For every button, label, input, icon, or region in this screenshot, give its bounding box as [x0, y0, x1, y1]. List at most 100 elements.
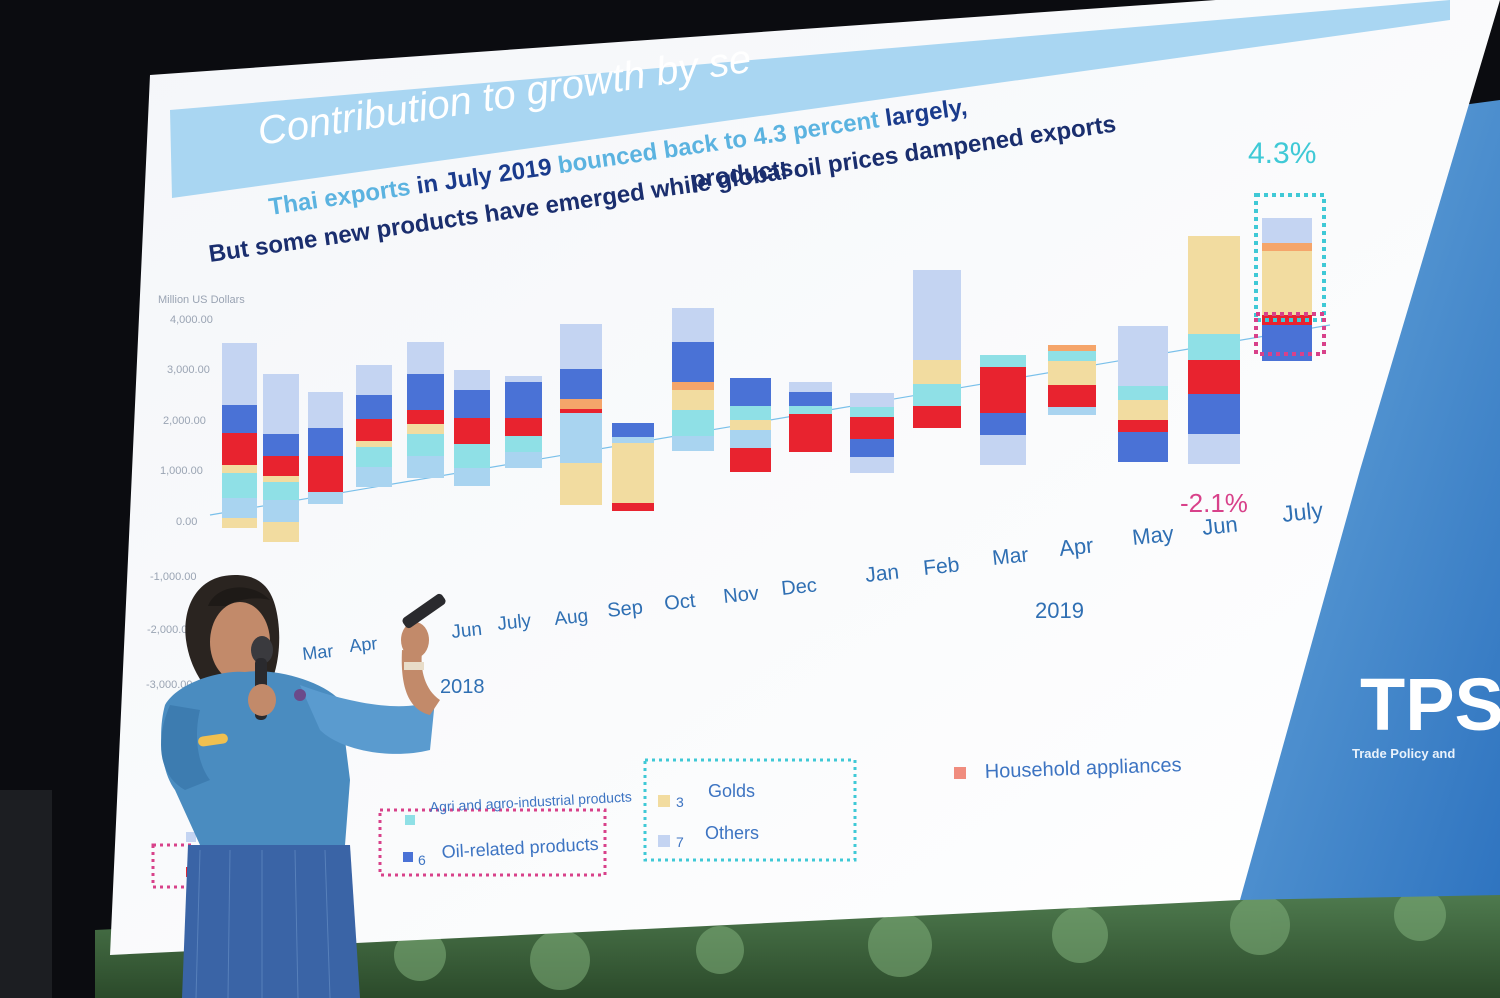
x-axis-labels: Mar Apr Jun July Aug Sep Oct Nov Dec Jan Feb Mar Apr… [301, 497, 1324, 664]
x-tick-label: Jun [1201, 511, 1239, 540]
stage-prop [0, 790, 52, 998]
x-tick-label: Jun [450, 619, 483, 643]
bar-segment [672, 342, 714, 382]
legend-swatch-oil [403, 852, 413, 862]
bar-segment [1262, 243, 1312, 251]
bar-segment [730, 430, 771, 448]
bar-segment [222, 343, 257, 405]
tps-logo: TPS [1360, 663, 1500, 746]
x-tick-label: May [1131, 521, 1175, 550]
x-tick-label: Dec [780, 574, 818, 600]
bar-segment [1118, 386, 1168, 400]
bar-segment [407, 456, 444, 478]
bar-segment [263, 522, 299, 542]
bar-segment [222, 473, 257, 498]
bar-segment [730, 420, 771, 430]
bar-segment [454, 418, 490, 444]
projection-screen [110, 0, 1500, 955]
bar-segment [505, 382, 542, 418]
bar-segment [980, 413, 1026, 435]
bar-segment [454, 390, 490, 418]
bar-segment [505, 376, 542, 382]
y-tick-label: -2,000.00 [147, 624, 193, 636]
bar-segment [1188, 236, 1240, 334]
bar-segment [1188, 360, 1240, 394]
bar-segment [672, 410, 714, 436]
legend-red-box [151, 843, 195, 889]
x-tick-label: Sep [606, 596, 644, 622]
bar-segment [308, 492, 343, 504]
legend-prefix-golds: 3 [676, 794, 684, 810]
bar-segment [612, 503, 654, 511]
bar-segment [263, 482, 299, 500]
y-axis-ticks: 4,000.00 3,000.00 2,000.00 1,000.00 0.00 -1,0… [146, 314, 213, 691]
x-tick-label: Aug [553, 606, 589, 630]
bar-segment [263, 500, 299, 522]
bar-segment [505, 452, 542, 468]
bar-segment [980, 435, 1026, 465]
legend-prefix-oil: 6 [418, 852, 426, 868]
bar-segment [1188, 434, 1240, 464]
bar-segment [263, 476, 299, 482]
bar-segment [672, 436, 714, 451]
bar-segment [356, 441, 392, 447]
bar-segment [222, 498, 257, 518]
legend-label-golds: Golds [708, 781, 755, 801]
speaker [161, 575, 446, 998]
bar-segment [913, 360, 961, 384]
y-tick-label: 2,000.00 [163, 415, 206, 427]
year-label-2019: 2019 [1035, 598, 1084, 623]
x-tick-label: Apr [1058, 533, 1095, 561]
x-tick-label: Apr [348, 633, 378, 656]
bar-segment [913, 270, 961, 360]
bar-segment [672, 382, 714, 390]
bar-segment [222, 405, 257, 433]
bar-segment [407, 342, 444, 374]
bar-segment [1262, 218, 1312, 243]
x-tick-label: Mar [301, 641, 334, 664]
logo-panel [1240, 100, 1500, 900]
bar-segment [356, 467, 392, 487]
bar-segment [222, 433, 257, 465]
bar-segment [505, 436, 542, 452]
x-tick-label: Feb [922, 553, 960, 580]
growth-annotation-june: -2.1% [1180, 488, 1248, 518]
bar-segment [560, 413, 602, 463]
bar-segment [356, 365, 392, 395]
bar-segment [612, 437, 654, 443]
bar-segment [308, 392, 343, 428]
legend-prefix-others: 7 [676, 834, 684, 850]
bar-segment [850, 407, 894, 417]
bar-segment [980, 355, 1026, 367]
y-axis-label: Million US Dollars [158, 294, 245, 306]
bar-segment [560, 463, 602, 505]
bar-segment [560, 324, 602, 369]
bar-segment [789, 414, 832, 452]
bar-segment [505, 418, 542, 436]
bar-segment [1118, 432, 1168, 462]
bar-segment [560, 369, 602, 399]
y-tick-label: 1,000.00 [160, 465, 203, 477]
bar-segment [407, 424, 444, 434]
bar-segment [1188, 394, 1240, 434]
bar-segment [1188, 334, 1240, 360]
bar-segment [308, 456, 343, 492]
bar-segment [1118, 420, 1168, 432]
bar-segment [850, 417, 894, 439]
bar-segment [1262, 315, 1312, 325]
bar-segment [1262, 251, 1312, 315]
bar-segment [454, 444, 490, 468]
bar-segment [1048, 345, 1096, 351]
bar-segment [672, 390, 714, 410]
bar-segment [263, 374, 299, 434]
bar-segment [1118, 400, 1168, 420]
legend-swatch-household [954, 767, 966, 779]
bar-segment [407, 374, 444, 410]
legend-swatch-agri [405, 815, 415, 825]
bar-segment [1118, 326, 1168, 386]
bar-segment [356, 447, 392, 467]
growth-annotation-july: 4.3% [1248, 137, 1316, 170]
x-tick-label: Oct [663, 590, 697, 615]
bar-segment [263, 456, 299, 476]
bar-segment [356, 419, 392, 441]
